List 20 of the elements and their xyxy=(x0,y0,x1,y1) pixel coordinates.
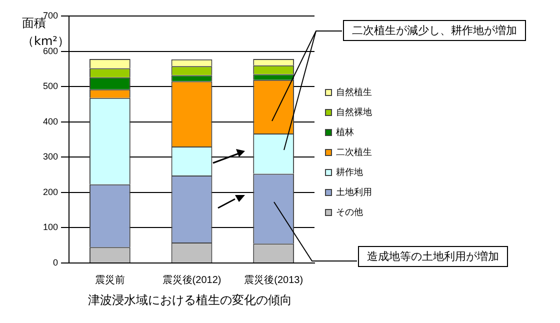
x-tick-label: 震災後(2013) xyxy=(244,274,304,286)
y-tick-label: 0 xyxy=(53,257,58,268)
legend-label: 自然植生 xyxy=(336,86,372,97)
x-tick-label: 震災前 xyxy=(94,274,125,286)
legend-label: 植林 xyxy=(336,126,354,137)
legend-label: 耕作地 xyxy=(336,166,363,177)
text: 造成地等の土地利用が増加 xyxy=(358,246,508,267)
text: 二次植生が減少し、耕作地が増加 xyxy=(343,20,526,41)
y-tick-label: 600 xyxy=(42,46,58,56)
legend-label: 自然裸地 xyxy=(336,106,372,117)
y-tick-label: 500 xyxy=(42,81,58,92)
legend-label: その他 xyxy=(336,206,363,217)
legend-label: 二次植生 xyxy=(336,146,372,157)
text: 津波浸水域における植生の変化の傾向 xyxy=(87,292,293,309)
x-tick-label: 震災後(2012) xyxy=(162,274,222,286)
y-tick-label: 400 xyxy=(42,116,58,126)
legend-label: 土地利用 xyxy=(336,186,372,197)
y-tick-label: 100 xyxy=(42,222,58,232)
y-tick-label: 300 xyxy=(42,152,58,162)
y-tick-label: 200 xyxy=(42,186,58,197)
